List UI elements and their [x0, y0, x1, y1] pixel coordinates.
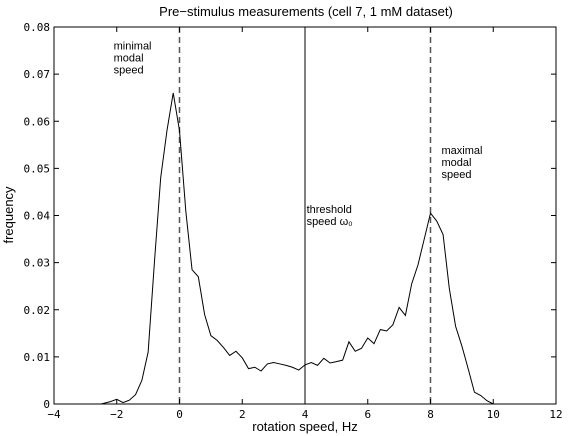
x-tick-label: −2 — [110, 408, 123, 421]
x-tick-label: 4 — [302, 408, 309, 421]
annotation-line: speed ω₀ — [307, 216, 353, 228]
y-axis: 0 0.01 0.02 0.03 0.04 0.05 0.06 0.07 0.08 — [24, 21, 556, 411]
y-tick-label: 0.08 — [24, 21, 51, 34]
x-tick-label: 0 — [176, 408, 183, 421]
y-tick-label: 0 — [43, 398, 50, 411]
x-tick-label: 2 — [239, 408, 246, 421]
y-tick-label: 0.01 — [24, 351, 51, 364]
annotation-line: maximal — [441, 145, 482, 157]
y-axis-label: frequency — [1, 186, 16, 244]
x-tick-label: −4 — [47, 408, 61, 421]
x-axis: −4 −2 0 2 4 6 8 10 12 — [47, 27, 563, 421]
annotation: minimal modal speed — [114, 41, 152, 77]
y-tick-label: 0.07 — [24, 68, 51, 81]
x-tick-label: 8 — [427, 408, 434, 421]
chart-title: Pre−stimulus measurements (cell 7, 1 mM … — [159, 4, 453, 19]
annotation: maximal modal speed — [441, 145, 482, 181]
reference-lines — [178, 27, 432, 404]
y-tick-label: 0.03 — [24, 257, 51, 270]
x-tick-label: 12 — [549, 408, 562, 421]
annotation-line: modal — [114, 53, 144, 65]
annotation-line: modal — [441, 157, 471, 169]
y-tick-label: 0.02 — [24, 304, 51, 317]
y-tick-label: 0.04 — [24, 210, 51, 223]
annotation: threshold speed ω₀ — [307, 204, 353, 228]
y-tick-label: 0.05 — [24, 162, 51, 175]
annotation-line: minimal — [114, 41, 152, 53]
series-layer — [85, 92, 494, 405]
annotation-line: speed — [441, 169, 471, 181]
series-line — [85, 92, 494, 405]
x-axis-label: rotation speed, Hz — [252, 419, 358, 434]
y-tick-label: 0.06 — [24, 115, 51, 128]
annotation-line: speed — [114, 65, 144, 77]
annotation-line: threshold — [307, 204, 352, 216]
x-tick-label: 10 — [487, 408, 500, 421]
x-tick-label: 6 — [364, 408, 371, 421]
